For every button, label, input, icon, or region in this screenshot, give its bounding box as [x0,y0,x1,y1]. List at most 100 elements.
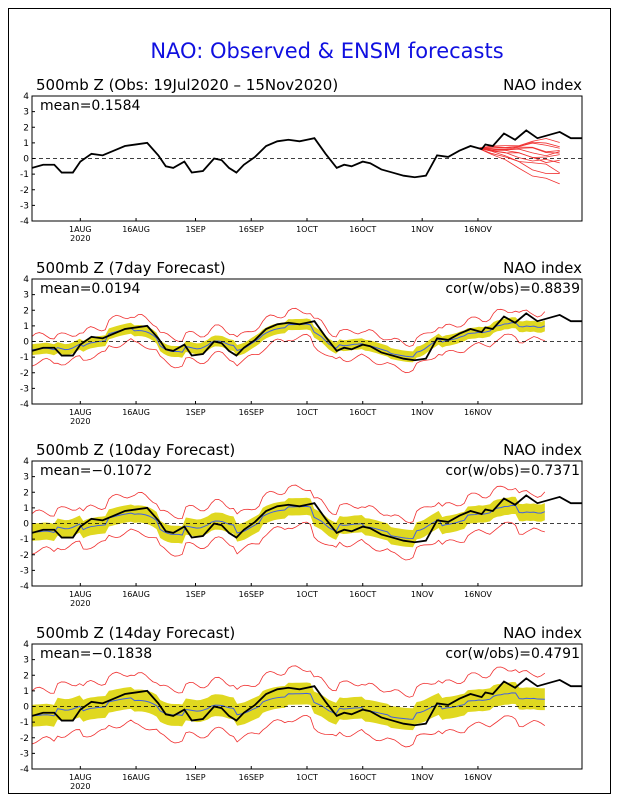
forecast-member-line [477,141,560,149]
ensemble-max-line [32,307,546,347]
y-tick-label: 3 [23,473,29,483]
y-tick-label: 4 [23,640,29,650]
y-tick-label: 0 [23,703,29,713]
panel-right-label: NAO index [503,441,582,459]
panels-group: 500mb Z (Obs: 19Jul2020 – 15Nov2020) NAO … [20,76,583,791]
page-title: NAO: Observed & ENSM forecasts [150,39,503,63]
x-tick-label: 16OCT [349,590,376,599]
x-tick-label: 1OCT [296,773,318,782]
panel-title: 500mb Z (14day Forecast) [36,624,235,642]
y-tick-label: -4 [20,217,29,227]
y-tick-label: -4 [20,582,29,592]
y-tick-label: 0 [23,520,29,530]
x-tick-label: 16SEP [239,225,264,234]
y-tick-label: -1 [20,718,29,728]
y-tick-label: 2 [23,306,29,316]
ensemble-max-line [32,484,546,524]
x-tick-label: 16AUG [122,225,150,234]
x-tick-label: 16NOV [464,408,492,417]
y-tick-label: 4 [23,92,29,102]
y-tick-label: 1 [23,139,29,149]
y-tick-label: -3 [20,384,29,394]
x-tick-label: 1NOV [411,408,434,417]
x-tick-label: 1OCT [296,408,318,417]
y-tick-label: 1 [23,322,29,332]
x-tick-label: 16OCT [349,773,376,782]
x-tick-label: 1OCT [296,225,318,234]
forecast-member-line [477,147,560,174]
x-year-label: 2020 [70,599,90,608]
panel-title: 500mb Z (7day Forecast) [36,259,226,277]
x-tick-label: 16NOV [464,225,492,234]
y-tick-label: 1 [23,687,29,697]
x-year-label: 2020 [70,234,90,243]
x-tick-label: 1SEP [185,225,205,234]
y-tick-label: -3 [20,201,29,211]
x-year-label: 2020 [70,417,90,426]
ensemble-mean-line [32,692,545,720]
panel-forecast-14day: 500mb Z (14day Forecast) NAO index 4 3 2 1 0 -1… [20,624,583,791]
observed-line [32,494,582,544]
observed-line [32,677,582,727]
y-tick-label: 4 [23,275,29,285]
x-tick-label: 16AUG [122,773,150,782]
panel-observed: 500mb Z (Obs: 19Jul2020 – 15Nov2020) NAO … [20,76,583,243]
x-tick-label: 16AUG [122,590,150,599]
panel-forecast-7day: 500mb Z (7day Forecast) NAO index 4 3 2 1 0 -1 -… [20,259,583,426]
panel-right-label: NAO index [503,624,582,642]
y-tick-label: 0 [23,155,29,165]
forecast-member-line [477,147,560,185]
x-tick-label: 16SEP [239,590,264,599]
x-tick-label: 1OCT [296,590,318,599]
x-tick-label: 1NOV [411,225,434,234]
ensemble-min-line [32,521,545,561]
y-tick-label: -4 [20,765,29,775]
x-tick-label: 1NOV [411,590,434,599]
y-tick-label: 3 [23,108,29,118]
x-tick-label: 16SEP [239,773,264,782]
x-tick-label: 1SEP [185,408,205,417]
x-tick-label: 1AUG [69,773,92,782]
x-tick-label: 16SEP [239,408,264,417]
ensemble-max-line [32,665,546,698]
ensemble-spread-band [32,681,545,731]
mean-label: mean=0.1584 [40,98,141,114]
x-tick-label: 16NOV [464,590,492,599]
y-tick-label: 3 [23,291,29,301]
x-tick-label: 16OCT [349,225,376,234]
y-tick-label: -1 [20,170,29,180]
y-tick-label: 3 [23,656,29,666]
y-tick-label: 0 [23,338,29,348]
y-tick-label: -2 [20,369,29,379]
plot-area [32,129,582,185]
mean-label: mean=−0.1072 [40,463,152,479]
plot-area [32,484,582,561]
forecast-member-line [477,147,560,157]
plot-area [32,665,582,748]
y-tick-label: 2 [23,671,29,681]
x-tick-label: 16AUG [122,408,150,417]
y-tick-label: 4 [23,457,29,467]
observed-line [32,129,582,179]
ensemble-min-line [32,714,546,748]
y-tick-label: -2 [20,551,29,561]
ensemble-spread-band [32,496,545,548]
forecast-member-line [477,147,560,163]
x-tick-label: 1NOV [411,773,434,782]
forecast-member-line [477,147,560,154]
panel-forecast-10day: 500mb Z (10day Forecast) NAO index 4 3 2 1 0 -1… [20,441,583,608]
y-tick-label: -2 [20,734,29,744]
y-tick-label: -2 [20,186,29,196]
x-tick-label: 1AUG [69,408,92,417]
panel-right-label: NAO index [503,76,582,94]
y-tick-label: -3 [20,749,29,759]
y-tick-label: -3 [20,566,29,576]
panel-title: 500mb Z (Obs: 19Jul2020 – 15Nov2020) [36,76,338,94]
y-tick-label: 2 [23,123,29,133]
mean-label: mean=0.0194 [40,281,141,297]
x-tick-label: 16OCT [349,408,376,417]
plot-area [32,307,582,374]
x-tick-label: 1AUG [69,225,92,234]
x-tick-label: 1SEP [185,590,205,599]
